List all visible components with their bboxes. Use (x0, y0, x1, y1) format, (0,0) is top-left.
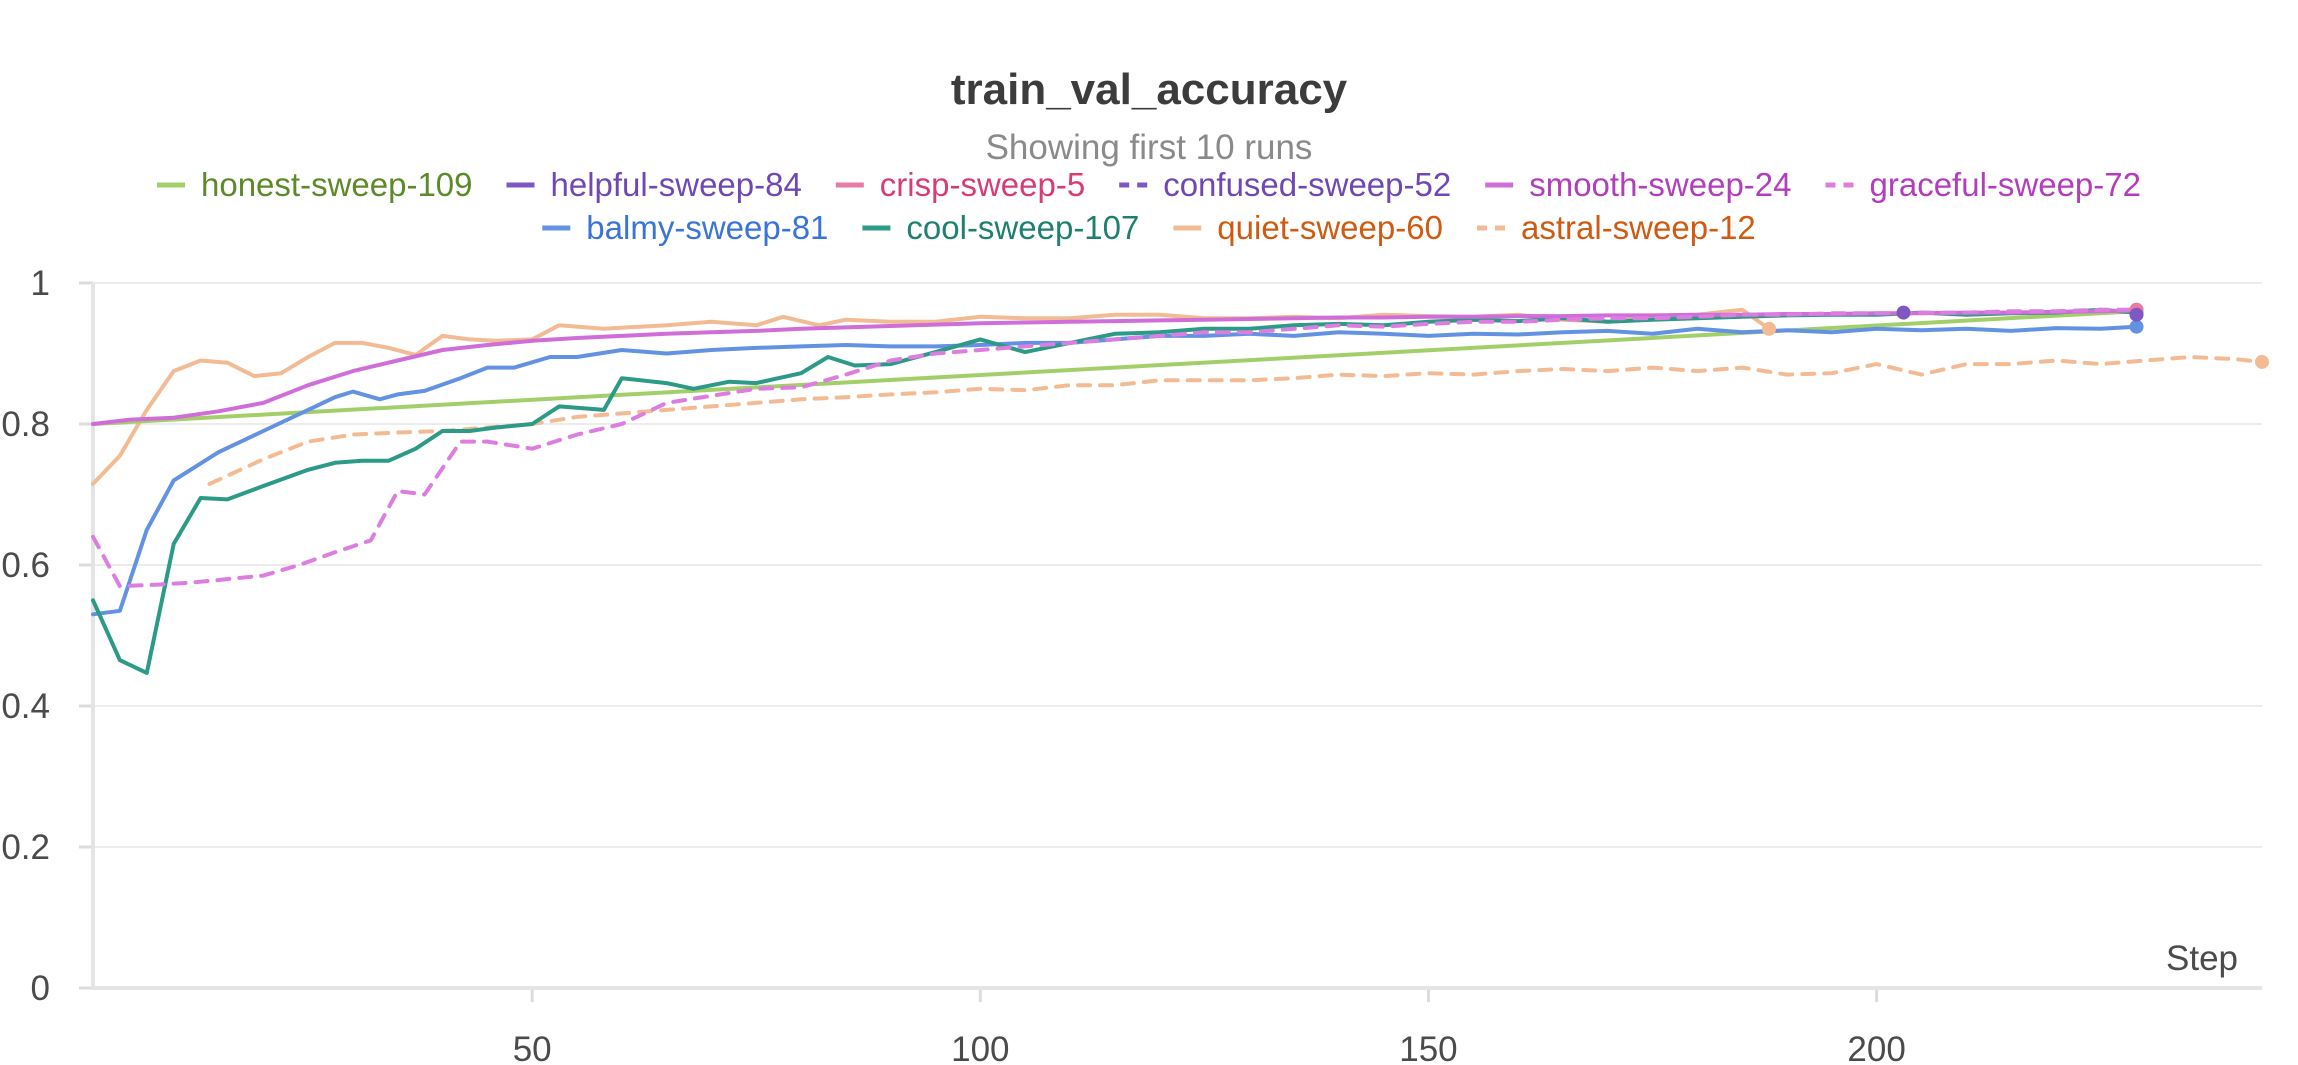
legend-label: graceful-sweep-72 (1870, 166, 2141, 203)
series-end-point-balmy-sweep-81 (2129, 319, 2144, 334)
legend-item[interactable]: honest-sweep-109 (157, 166, 473, 203)
x-tick-label: 150 (1399, 1030, 1457, 1065)
chart-title: train_val_accuracy (951, 65, 1348, 114)
y-tick-label: 0 (31, 969, 50, 1008)
series-line-astral-sweep-12 (207, 355, 2264, 486)
series-layer (91, 307, 2264, 675)
y-tick-label: 0.4 (1, 687, 50, 726)
legend-item[interactable]: balmy-sweep-81 (542, 209, 828, 246)
legend-item[interactable]: quiet-sweep-60 (1173, 209, 1443, 246)
grid (93, 282, 2262, 989)
legend-label: astral-sweep-12 (1521, 209, 1756, 246)
series-end-point-quiet-sweep-60 (1762, 321, 1777, 336)
legend-label: helpful-sweep-84 (551, 166, 802, 203)
legend-label: quiet-sweep-60 (1217, 209, 1443, 246)
x-tick-label: 100 (951, 1030, 1009, 1065)
x-axis-label: Step (2166, 939, 2238, 978)
legend: honest-sweep-109 helpful-sweep-84 crisp-sw… (157, 166, 2141, 246)
legend-item[interactable]: crisp-sweep-5 (835, 166, 1085, 203)
legend-label: crisp-sweep-5 (880, 166, 1085, 203)
series-line-graceful-sweep-72 (91, 307, 2139, 589)
x-tick-label: 50 (513, 1030, 552, 1065)
series-line-honest-sweep-109 (91, 309, 2139, 426)
legend-label: honest-sweep-109 (201, 166, 473, 203)
x-tick-label: 200 (1847, 1030, 1905, 1065)
series-line-cool-sweep-107 (91, 307, 2139, 675)
legend-item[interactable]: confused-sweep-52 (1119, 166, 1451, 203)
legend-label: smooth-sweep-24 (1529, 166, 1791, 203)
legend-label: balmy-sweep-81 (586, 209, 828, 246)
y-tick-label: 0.8 (1, 405, 50, 444)
y-tick-label: 0.2 (1, 828, 50, 867)
series-line-balmy-sweep-81 (91, 324, 2139, 617)
legend-label: cool-sweep-107 (906, 209, 1139, 246)
legend-item[interactable]: cool-sweep-107 (862, 209, 1139, 246)
series-end-point-confused-sweep-52 (2129, 307, 2144, 322)
legend-item[interactable]: graceful-sweep-72 (1825, 166, 2141, 203)
legend-item[interactable]: smooth-sweep-24 (1485, 166, 1791, 203)
end-markers (1762, 302, 2269, 369)
legend-item[interactable]: helpful-sweep-84 (506, 166, 802, 203)
legend-label: confused-sweep-52 (1163, 166, 1451, 203)
chart-subtitle: Showing first 10 runs (986, 128, 1313, 167)
series-end-point-helpful-sweep-84 (1896, 305, 1911, 320)
series-end-point-astral-sweep-12 (2255, 354, 2269, 369)
y-tick-label: 0.6 (1, 546, 50, 585)
y-tick-label: 1 (31, 264, 50, 303)
legend-item[interactable]: astral-sweep-12 (1477, 209, 1756, 246)
